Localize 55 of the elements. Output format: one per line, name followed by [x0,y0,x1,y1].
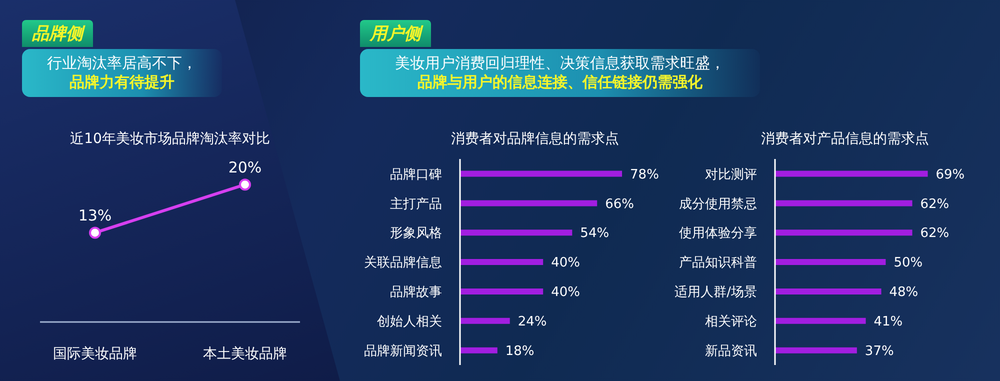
bar [460,259,544,266]
bar [775,318,866,324]
y-tick-label: 品牌口碑 [390,167,442,182]
data-label: 62% [920,226,950,242]
data-label: 37% [864,344,894,359]
data-label: 24% [518,314,547,330]
chart-title: 消费者对产品信息的需求点 [760,130,930,149]
text: 用户侧 [360,20,431,47]
data-label: 69% [936,167,965,182]
data-label: 66% [605,196,634,212]
bar [460,288,544,294]
y-tick-label: 品牌故事 [390,285,442,300]
bar [775,170,928,177]
y-tick-label: 适用人群/场景 [674,285,757,300]
y-tick-label: 新品资讯 [705,344,757,359]
data-label: 18% [505,344,534,359]
data-label: 40% [551,256,580,271]
data-label: 41% [874,314,903,330]
data-label: 54% [580,226,610,242]
bar [775,259,886,266]
y-tick-label: 创始人相关 [377,314,442,330]
data-label: 48% [889,285,918,300]
bar [460,170,622,177]
chart-title: 消费者对品牌信息的需求点 [450,130,620,149]
y-tick-label: 关联品牌信息 [364,256,442,271]
y-tick-label: 产品知识科普 [679,254,757,271]
data-label: 78% [630,167,659,182]
y-tick-label: 使用体验分享 [679,225,757,242]
text: 品牌侧 [22,20,93,47]
y-tick-label: 主打产品 [390,196,442,212]
bar [775,200,912,206]
data-label: 40% [551,285,580,300]
x-tick-label: 本土美妆品牌 [203,346,287,362]
text: 美妆用户消费回归理性、决策信息获取需求旺盛， [394,54,726,73]
bar [460,318,510,324]
data-label: 62% [920,196,950,212]
y-tick-label: 品牌新闻资讯 [364,344,442,359]
y-tick-label: 形象风格 [390,226,442,242]
y-tick-label: 相关评论 [705,314,757,330]
bar [775,288,882,294]
text: 品牌与用户的信息连接、信任链接仍需强化 [416,73,704,92]
bar [775,230,912,236]
y-tick-label: 对比测评 [705,167,757,182]
bar [775,347,857,354]
text: 行业淘汰率居高不下， [46,54,198,73]
data-label: 50% [894,256,923,271]
chart-title: 近10年美妆市场品牌淘汰率对比 [69,130,271,149]
data-label: 13% [78,206,112,225]
bar [460,230,572,236]
text: 品牌力有待提升 [68,73,176,92]
y-tick-label: 成分使用禁忌 [679,196,757,212]
bar [460,200,598,206]
bar [460,347,498,354]
data-label: 20% [228,158,262,177]
x-tick-label: 国际美妆品牌 [53,346,137,362]
